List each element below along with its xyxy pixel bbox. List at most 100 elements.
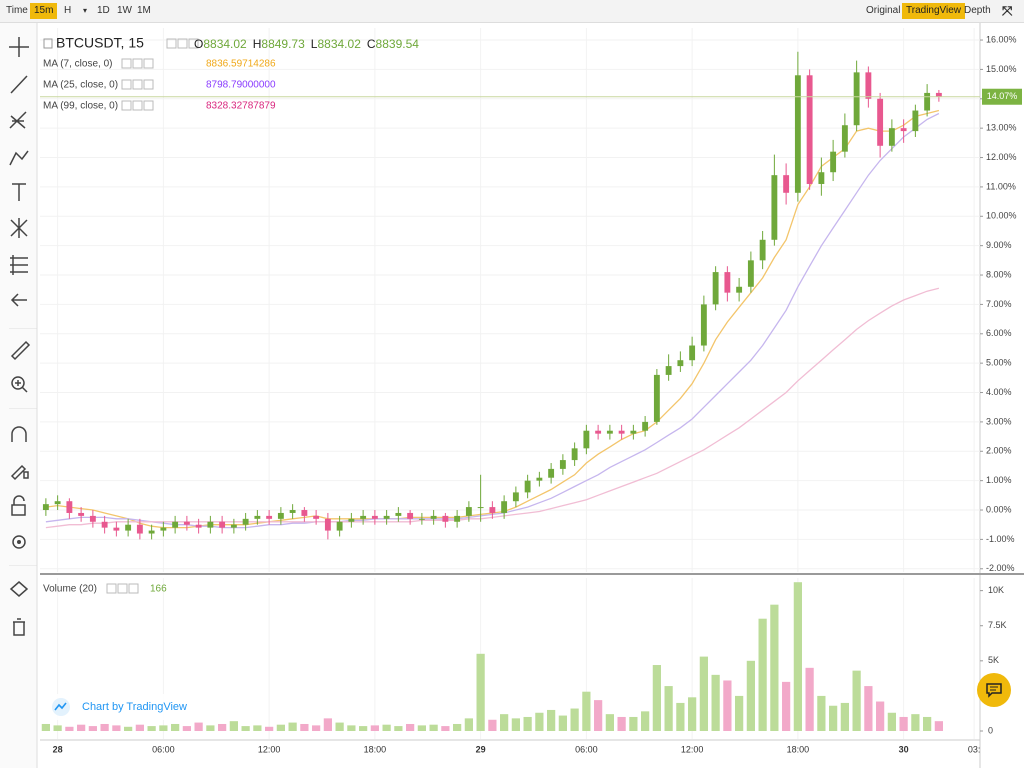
x-tick-label: 12:00 — [681, 744, 704, 754]
line-tool[interactable] — [10, 75, 28, 94]
volume-bar — [699, 656, 708, 731]
volume-bar — [746, 660, 755, 731]
candle-body — [183, 521, 190, 525]
candle-body — [54, 501, 61, 505]
candle-body — [442, 515, 449, 522]
candle-body — [125, 524, 132, 531]
interval-button[interactable]: Time — [6, 5, 28, 16]
legend-control — [132, 79, 143, 90]
candle-body — [536, 477, 543, 481]
interval-button[interactable]: H — [64, 5, 72, 16]
text-tool[interactable] — [12, 183, 26, 201]
candle-body — [524, 480, 531, 493]
volume-bar — [617, 716, 626, 731]
volume-tick-label: 5K — [988, 655, 999, 665]
legend-control — [188, 38, 199, 49]
interval-button[interactable]: 1M — [137, 5, 151, 16]
volume-bar — [664, 686, 673, 731]
volume-bar — [382, 724, 391, 731]
legend-control — [177, 38, 188, 49]
legend-control — [132, 100, 143, 111]
back-tool[interactable] — [10, 293, 27, 307]
candle-body — [148, 530, 155, 534]
view-button[interactable]: Depth — [964, 5, 991, 16]
x-tick-label: 06:00 — [152, 744, 175, 754]
watermark-text: Chart by TradingView — [82, 701, 187, 713]
candle-body — [348, 518, 355, 522]
volume-bar — [782, 681, 791, 731]
candle-body — [324, 518, 331, 531]
x-tick-label: 29 — [476, 744, 486, 754]
view-button[interactable]: Original — [866, 5, 901, 16]
magnet-tool[interactable] — [11, 426, 27, 442]
ma-line — [45, 112, 940, 529]
volume-bar — [171, 723, 180, 731]
candle-body — [830, 151, 837, 173]
candle-body — [924, 92, 931, 111]
interval-button[interactable]: 1W — [117, 5, 132, 16]
volume-bar — [723, 680, 732, 731]
interval-button[interactable]: 1D — [97, 5, 110, 16]
candle-body — [42, 504, 49, 511]
candle-body — [336, 521, 343, 531]
y-tick-label: -2.00% — [986, 563, 1015, 573]
candle-body — [912, 110, 919, 132]
brush-tool[interactable] — [9, 150, 29, 166]
visibility-tool[interactable] — [12, 535, 26, 549]
fullscreen-button[interactable]: ⤧ — [1002, 3, 1013, 18]
candle-body — [712, 272, 719, 305]
ma-legend-value: 8798.79000000 — [206, 80, 276, 91]
candle-body — [794, 75, 801, 193]
candle-body — [301, 510, 308, 516]
volume-bar — [805, 667, 814, 731]
volume-bar — [300, 723, 309, 731]
interval-button[interactable]: 15m — [30, 3, 58, 19]
delete-tool[interactable] — [13, 618, 25, 636]
interval-dropdown[interactable]: ▾ — [83, 6, 88, 15]
measure-tool[interactable] — [10, 340, 31, 361]
ohlc-value: 8834.02 — [203, 37, 247, 51]
legend-control — [143, 100, 154, 111]
candle-body — [841, 125, 848, 152]
pattern-tool[interactable] — [10, 218, 28, 238]
lock-tool[interactable] — [11, 504, 26, 516]
volume-bar — [852, 670, 861, 731]
volume-bar — [911, 714, 920, 731]
volume-bar — [112, 725, 121, 731]
candle-body — [465, 507, 472, 516]
volume-bar — [288, 722, 297, 731]
volume-bar — [594, 700, 603, 731]
view-button[interactable]: TradingView — [902, 3, 966, 19]
legend-control — [132, 58, 143, 69]
candle-body — [160, 527, 167, 531]
volume-bar — [547, 709, 556, 731]
candle-body — [618, 430, 625, 434]
volume-bar — [876, 701, 885, 731]
volume-bar — [441, 726, 450, 731]
volume-bar — [241, 726, 250, 731]
crosshair-tool[interactable] — [9, 37, 29, 57]
y-tick-label: 12.00% — [986, 152, 1017, 162]
zoom-tool[interactable] — [11, 376, 25, 390]
legend-control — [143, 79, 154, 90]
y-tick-label: 2.00% — [986, 446, 1012, 456]
volume-bar — [194, 722, 203, 731]
layers-tool[interactable] — [9, 581, 29, 597]
prediction-tool[interactable] — [10, 255, 28, 275]
volume-bar — [523, 716, 532, 731]
volume-bar — [100, 723, 109, 731]
volume-bar — [923, 716, 932, 731]
legend-control — [121, 100, 132, 111]
volume-bar — [65, 726, 74, 731]
y-tick-label: -1.00% — [986, 534, 1015, 544]
candle-body — [454, 515, 461, 522]
lock-draw-tool[interactable] — [10, 464, 29, 481]
volume-bar — [41, 723, 50, 731]
volume-bar — [159, 725, 168, 731]
ohlc-key: L — [311, 37, 318, 51]
fib-tool[interactable] — [9, 111, 27, 129]
volume-bar — [711, 674, 720, 731]
volume-bar — [887, 712, 896, 731]
volume-legend-name: Volume (20) — [43, 584, 97, 595]
x-tick-label: 06:00 — [575, 744, 598, 754]
